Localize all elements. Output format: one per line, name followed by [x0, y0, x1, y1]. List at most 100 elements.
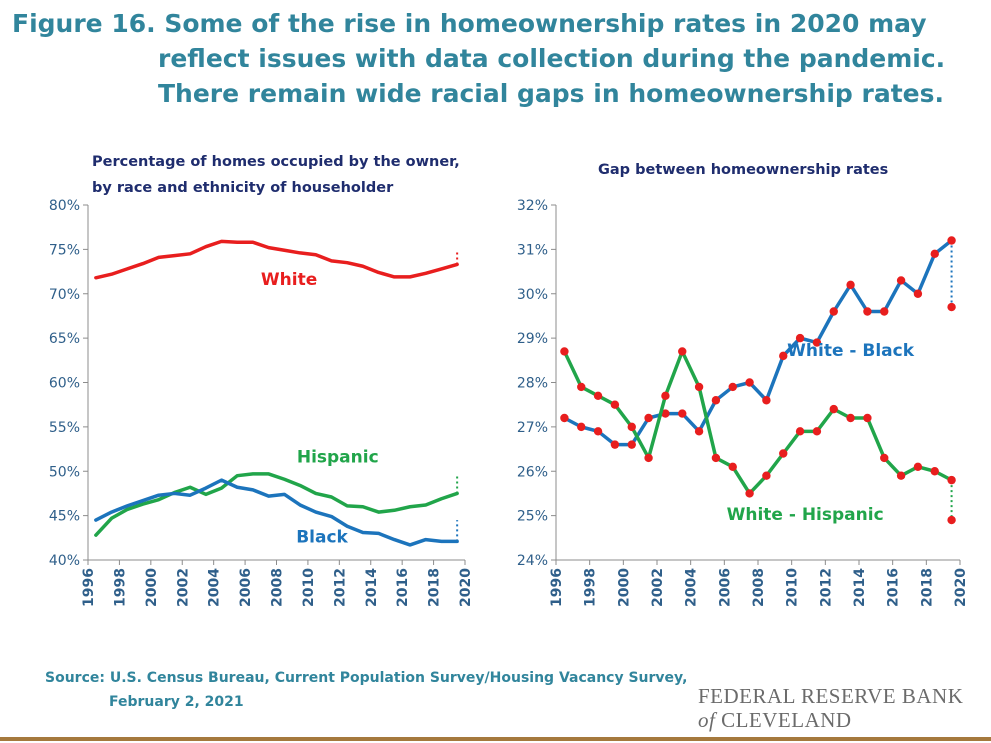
gap-white-hispanic-point — [728, 462, 737, 472]
gap-white-black-point — [627, 440, 636, 449]
logo-line-2: CLEVELAND — [721, 708, 852, 732]
federal-reserve-logo: FEDERAL RESERVE BANK of CLEVELAND — [698, 684, 963, 732]
rate-chart-title-line-2: by race and ethnicity of householder — [92, 180, 394, 196]
gap-y-tick-label: 30% — [517, 287, 548, 303]
gap-y-tick-label: 32% — [517, 198, 548, 214]
gap-white-hispanic-point — [694, 382, 704, 392]
gap-y-tick-label: 26% — [517, 464, 548, 480]
gap-white-black-series-label: White - Black — [787, 341, 915, 361]
rate-x-tick-label: 1998 — [112, 568, 128, 607]
rate-hispanic-series-label: Hispanic — [297, 447, 379, 467]
gap-white-black-point — [812, 338, 822, 347]
logo-line-1: FEDERAL RESERVE BANK — [698, 684, 964, 708]
gap-white-hispanic-point — [913, 462, 923, 472]
rate-x-tick-label: 2020 — [458, 568, 474, 607]
rate-y-tick-label: 80% — [49, 198, 80, 214]
gap-white-black-point — [610, 440, 620, 449]
gap-x-tick-label: 2002 — [650, 568, 666, 607]
rate-y-tick-label: 50% — [49, 464, 80, 480]
gap-y-tick-label: 31% — [517, 242, 548, 258]
rate-y-tick-label: 55% — [49, 420, 80, 436]
gap-white-hispanic-point — [829, 404, 838, 414]
gap-x-tick-label: 2004 — [684, 568, 700, 607]
rate-x-tick-label: 2014 — [364, 568, 380, 607]
rate-x-tick-label: 2008 — [270, 568, 286, 607]
bottom-rule — [0, 737, 991, 741]
rate-x-tick-label: 2000 — [144, 568, 160, 607]
gap-white-hispanic-point — [711, 453, 721, 463]
gap-x-tick-label: 2020 — [953, 568, 969, 607]
rate-x-tick-label: 2016 — [395, 568, 411, 607]
figure-title-line-1: Figure 16. Some of the rise in homeowner… — [12, 9, 927, 38]
rate-x-tick-label: 2012 — [332, 568, 348, 607]
gap-white-black-point — [593, 427, 603, 436]
gap-white-hispanic-point — [610, 400, 620, 409]
gap-white-black-point — [947, 236, 956, 245]
gap-x-tick-label: 1998 — [583, 568, 599, 607]
logo-of: of — [698, 708, 716, 732]
gap-white-black-point — [880, 307, 889, 316]
gap-white-black-point — [678, 409, 687, 418]
gap-y-tick-label: 28% — [517, 376, 548, 392]
gap-white-hispanic-point — [593, 391, 603, 401]
gap-white-hispanic-point — [762, 471, 771, 480]
gap-white-hispanic-point — [930, 467, 939, 476]
gap-white-hispanic-point — [896, 471, 906, 480]
gap-x-tick-label: 2008 — [751, 568, 767, 607]
rate-x-tick-label: 2006 — [238, 568, 254, 607]
gap-white-black-revised-point — [947, 302, 956, 312]
gap-white-hispanic-point — [644, 453, 653, 463]
gap-white-black-point — [779, 351, 788, 361]
gap-x-tick-label: 2018 — [919, 568, 935, 607]
rate-y-tick-label: 60% — [49, 376, 80, 392]
gap-x-tick-label: 2016 — [886, 568, 902, 607]
gap-white-hispanic-point — [779, 449, 788, 458]
gap-white-black-point — [560, 413, 569, 423]
gap-white-hispanic-point — [678, 347, 687, 356]
gap-white-black-point — [577, 422, 586, 432]
gap-chart-title-line-1: Gap between homeownership rates — [598, 162, 888, 178]
gap-white-black-point — [913, 289, 923, 298]
gap-x-tick-label: 2010 — [785, 568, 801, 607]
rate-y-tick-label: 65% — [49, 331, 80, 347]
gap-white-black-point — [896, 276, 906, 285]
gap-white-hispanic-point — [577, 382, 586, 392]
gap-white-hispanic-point — [880, 453, 889, 463]
figure-title-line-2: reflect issues with data collection duri… — [158, 44, 946, 73]
gap-white-hispanic-point — [947, 475, 956, 485]
rate-white-series-label: White — [261, 270, 317, 290]
gap-white-black-point — [711, 396, 721, 405]
rate-x-tick-label: 1996 — [81, 568, 97, 607]
gap-x-tick-label: 2012 — [818, 568, 834, 607]
gap-white-black-point — [795, 333, 805, 343]
gap-y-tick-label: 29% — [517, 331, 548, 347]
gap-white-hispanic-point — [745, 489, 754, 498]
gap-white-hispanic-point — [795, 427, 805, 436]
gap-white-black-point — [745, 378, 754, 387]
figure-title: Figure 16. Some of the rise in homeowner… — [12, 6, 972, 111]
gap-white-hispanic-point — [560, 347, 569, 356]
rate-white-series-line — [94, 239, 459, 280]
gap-white-hispanic-series-line — [562, 349, 954, 496]
rate-y-tick-label: 40% — [49, 553, 80, 569]
rate-y-tick-label: 75% — [49, 242, 80, 258]
gap-x-tick-label: 2000 — [616, 568, 632, 607]
rate-hispanic-series-line — [94, 472, 459, 537]
source-line-1: Source: U.S. Census Bureau, Current Popu… — [45, 670, 688, 686]
rate-x-tick-label: 2004 — [207, 568, 223, 607]
gap-white-hispanic-revised-point — [947, 515, 956, 525]
figure-title-line-3: There remain wide racial gaps in homeown… — [158, 79, 944, 108]
gap-x-tick-label: 2014 — [852, 568, 868, 607]
rate-x-tick-label: 2010 — [301, 568, 317, 607]
gap-white-black-point — [644, 413, 653, 423]
gap-white-hispanic-point — [846, 413, 855, 423]
gap-white-black-point — [846, 280, 855, 290]
rate-black-series-line — [94, 478, 459, 547]
homeownership-rate-chart: Percentage of homes occupied by the owne… — [49, 154, 474, 607]
homeownership-gap-chart: Gap between homeownership rates 24% 25% 26%… — [517, 162, 969, 607]
rate-chart-title-line-1: Percentage of homes occupied by the owne… — [92, 154, 460, 170]
gap-y-tick-label: 24% — [517, 553, 548, 569]
rate-x-tick-label: 2018 — [427, 568, 443, 607]
gap-white-black-point — [694, 427, 704, 436]
